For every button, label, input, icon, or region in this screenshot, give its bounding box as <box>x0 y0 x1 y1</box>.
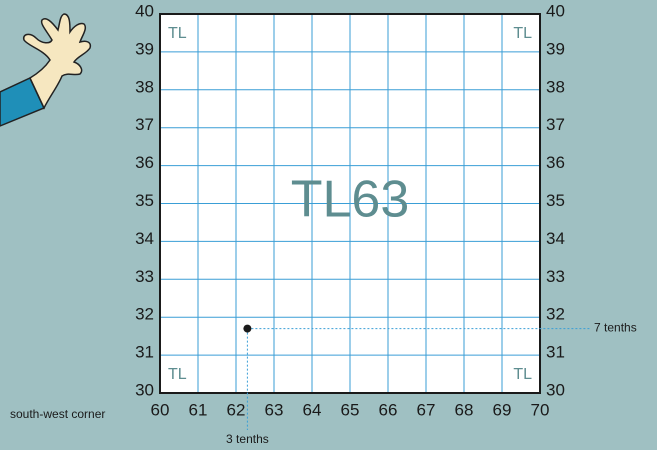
easting-label: 62 <box>227 400 246 419</box>
easting-label: 60 <box>151 400 170 419</box>
easting-label: 61 <box>189 400 208 419</box>
northing-label: 34 <box>135 229 154 248</box>
grid-point <box>243 324 252 333</box>
easting-label: 68 <box>455 400 474 419</box>
northing-label: 35 <box>546 191 565 210</box>
northing-label: 30 <box>546 380 565 399</box>
easting-label: 63 <box>265 400 284 419</box>
northing-label: 40 <box>135 1 154 20</box>
easting-label: 69 <box>493 400 512 419</box>
easting-label: 67 <box>417 400 436 419</box>
corner-label: TL <box>513 25 532 42</box>
easting-label: 65 <box>341 400 360 419</box>
corner-label: TL <box>513 366 532 383</box>
northing-label: 33 <box>135 267 154 286</box>
corner-label: TL <box>168 366 187 383</box>
northing-label: 39 <box>546 39 565 58</box>
east-note: 3 tenths <box>226 432 269 446</box>
pointing-hand <box>0 13 92 127</box>
northing-label: 38 <box>135 77 154 96</box>
northing-label: 39 <box>135 39 154 58</box>
grid-square-border <box>159 13 541 394</box>
northing-label: 32 <box>546 305 565 324</box>
north-note: 7 tenths <box>594 321 637 335</box>
northing-label: 37 <box>546 115 565 134</box>
easting-label: 64 <box>303 400 322 419</box>
origin-note: south-west corner <box>10 407 105 421</box>
square-label: TL63 <box>291 171 410 229</box>
northing-label: 31 <box>135 343 154 362</box>
northing-label: 30 <box>135 380 154 399</box>
northing-label: 37 <box>135 115 154 134</box>
northing-label: 40 <box>546 1 565 20</box>
northing-label: 36 <box>135 153 154 172</box>
northing-label: 32 <box>135 305 154 324</box>
northing-label: 38 <box>546 77 565 96</box>
northing-label: 34 <box>546 229 565 248</box>
northing-label: 33 <box>546 267 565 286</box>
northing-label: 35 <box>135 191 154 210</box>
northing-label: 31 <box>546 343 565 362</box>
corner-label: TL <box>168 25 187 42</box>
easting-label: 66 <box>379 400 398 419</box>
northing-label: 36 <box>546 153 565 172</box>
hand <box>22 13 92 110</box>
easting-label: 70 <box>531 400 550 419</box>
